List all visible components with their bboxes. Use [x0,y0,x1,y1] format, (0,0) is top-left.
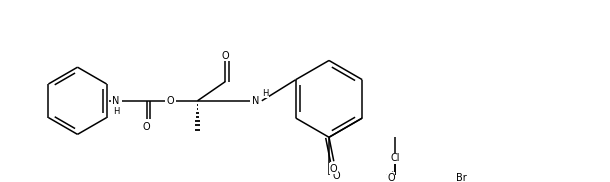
Text: Br: Br [456,173,467,182]
Text: N: N [112,96,120,106]
Text: O: O [330,164,337,174]
Text: O: O [167,96,174,106]
Text: N: N [253,96,260,106]
Text: O: O [387,173,395,182]
Text: H: H [113,107,119,116]
Text: Cl: Cl [391,153,400,163]
Text: H: H [262,89,269,98]
Text: O: O [143,122,151,132]
Text: O: O [333,171,340,181]
Text: O: O [221,51,229,61]
